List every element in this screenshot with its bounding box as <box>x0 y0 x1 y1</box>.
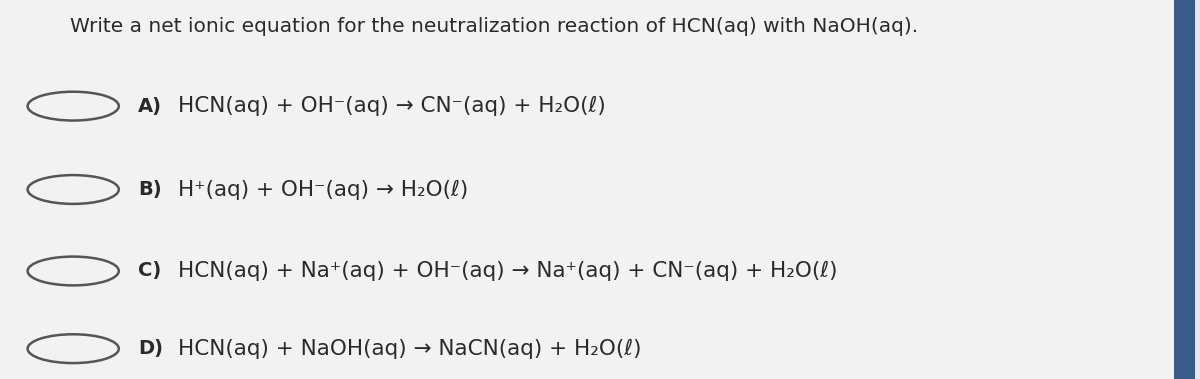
Text: C): C) <box>138 262 161 280</box>
FancyBboxPatch shape <box>1174 0 1195 379</box>
Text: A): A) <box>138 97 162 116</box>
Text: HCN(aq) + NaOH(aq) → NaCN(aq) + H₂O(ℓ): HCN(aq) + NaOH(aq) → NaCN(aq) + H₂O(ℓ) <box>178 338 641 359</box>
FancyBboxPatch shape <box>0 0 1174 379</box>
Text: HCN(aq) + OH⁻(aq) → CN⁻(aq) + H₂O(ℓ): HCN(aq) + OH⁻(aq) → CN⁻(aq) + H₂O(ℓ) <box>178 96 605 116</box>
Text: D): D) <box>138 339 163 358</box>
Text: Write a net ionic equation for the neutralization reaction of HCN(aq) with NaOH(: Write a net ionic equation for the neutr… <box>70 17 918 36</box>
Text: H⁺(aq) + OH⁻(aq) → H₂O(ℓ): H⁺(aq) + OH⁻(aq) → H₂O(ℓ) <box>178 179 468 200</box>
Text: B): B) <box>138 180 162 199</box>
Text: HCN(aq) + Na⁺(aq) + OH⁻(aq) → Na⁺(aq) + CN⁻(aq) + H₂O(ℓ): HCN(aq) + Na⁺(aq) + OH⁻(aq) → Na⁺(aq) + … <box>178 261 838 281</box>
